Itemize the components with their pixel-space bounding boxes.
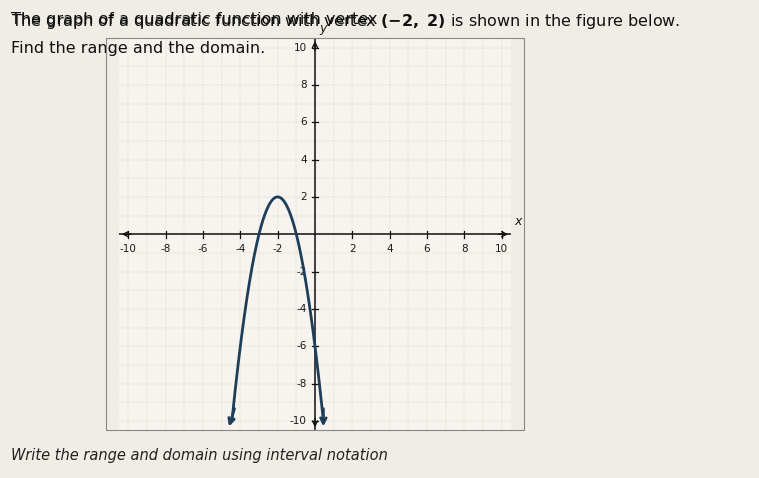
Text: -8: -8 <box>160 244 171 254</box>
Text: -10: -10 <box>120 244 137 254</box>
Text: 2: 2 <box>349 244 356 254</box>
Text: -6: -6 <box>296 341 307 351</box>
Text: 2: 2 <box>300 192 307 202</box>
Text: -4: -4 <box>235 244 245 254</box>
Text: 4: 4 <box>300 154 307 164</box>
Text: 4: 4 <box>386 244 393 254</box>
Text: x: x <box>515 215 522 228</box>
Text: -10: -10 <box>290 416 307 426</box>
Text: The graph of a quadratic function with vertex: The graph of a quadratic function with v… <box>11 12 383 27</box>
Text: The graph of a quadratic function with vertex $\mathbf{(-2,\ 2)}$ is shown in th: The graph of a quadratic function with v… <box>11 12 681 31</box>
Text: -8: -8 <box>296 379 307 389</box>
Text: -2: -2 <box>272 244 283 254</box>
Text: -2: -2 <box>296 267 307 277</box>
Text: 6: 6 <box>300 117 307 127</box>
Text: -6: -6 <box>198 244 208 254</box>
Text: 10: 10 <box>495 244 509 254</box>
Text: Write the range and domain using interval notation: Write the range and domain using interva… <box>11 448 389 463</box>
Text: 8: 8 <box>461 244 468 254</box>
Text: 10: 10 <box>294 43 307 53</box>
Text: 8: 8 <box>300 80 307 90</box>
Text: 6: 6 <box>424 244 430 254</box>
Text: -4: -4 <box>296 304 307 314</box>
Text: y: y <box>320 22 327 34</box>
Text: Find the range and the domain.: Find the range and the domain. <box>11 41 266 55</box>
